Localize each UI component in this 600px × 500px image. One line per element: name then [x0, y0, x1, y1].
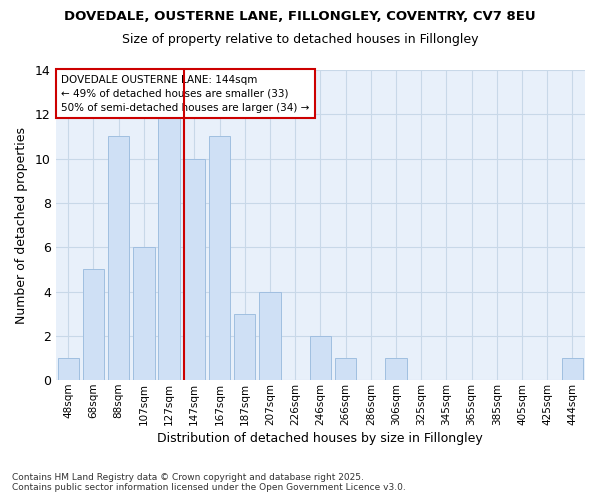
Text: Contains HM Land Registry data © Crown copyright and database right 2025.
Contai: Contains HM Land Registry data © Crown c…: [12, 473, 406, 492]
Y-axis label: Number of detached properties: Number of detached properties: [15, 126, 28, 324]
X-axis label: Distribution of detached houses by size in Fillongley: Distribution of detached houses by size …: [157, 432, 483, 445]
Bar: [562, 358, 583, 380]
Bar: [259, 292, 281, 380]
Bar: [133, 247, 155, 380]
Bar: [58, 358, 79, 380]
Bar: [209, 136, 230, 380]
Text: DOVEDALE OUSTERNE LANE: 144sqm
← 49% of detached houses are smaller (33)
50% of : DOVEDALE OUSTERNE LANE: 144sqm ← 49% of …: [61, 74, 310, 112]
Bar: [83, 270, 104, 380]
Text: DOVEDALE, OUSTERNE LANE, FILLONGLEY, COVENTRY, CV7 8EU: DOVEDALE, OUSTERNE LANE, FILLONGLEY, COV…: [64, 10, 536, 23]
Bar: [158, 114, 180, 380]
Bar: [385, 358, 407, 380]
Text: Size of property relative to detached houses in Fillongley: Size of property relative to detached ho…: [122, 32, 478, 46]
Bar: [335, 358, 356, 380]
Bar: [108, 136, 130, 380]
Bar: [234, 314, 256, 380]
Bar: [310, 336, 331, 380]
Bar: [184, 158, 205, 380]
